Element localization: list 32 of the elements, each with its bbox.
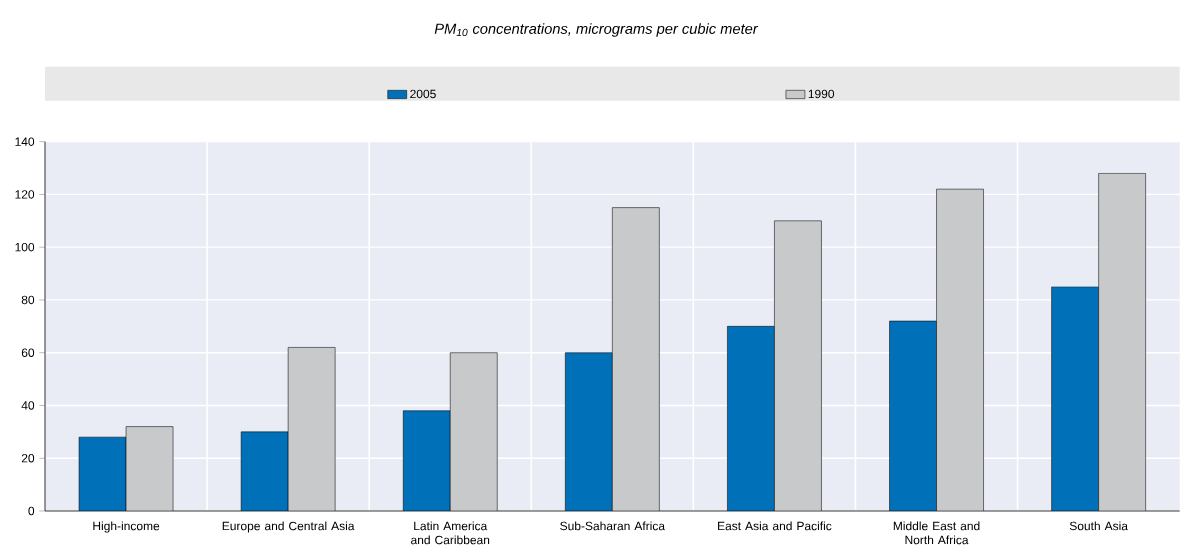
x-tick-label: East Asia and Pacific: [718, 521, 832, 531]
bar: [612, 207, 660, 511]
x-tick-label: High-income: [93, 521, 160, 533]
bar: [565, 352, 613, 511]
x-tick-label: South Asia: [1069, 521, 1128, 531]
y-tick-label: 20: [21, 453, 35, 463]
legend-label: 2005: [410, 89, 436, 99]
bar: [402, 410, 451, 511]
y-tick-label: 0: [28, 506, 35, 516]
bar: [889, 320, 937, 511]
bar: [1098, 173, 1146, 511]
y-tick-label: 80: [21, 295, 35, 305]
bar: [727, 326, 775, 511]
x-tick-label: Middle East and North Africa: [893, 521, 980, 545]
bar: [287, 347, 336, 511]
bar: [774, 220, 822, 511]
y-tick-label: 120: [15, 190, 35, 199]
x-tick-label: Europe and Central Asia: [222, 521, 355, 533]
bar: [125, 426, 174, 511]
bar: [1051, 286, 1099, 511]
x-tick-label: Latin America and Caribbean: [411, 521, 490, 545]
bar: [240, 431, 289, 511]
x-tick-label: Sub-Saharan Africa: [560, 521, 666, 531]
y-tick-label: 140: [15, 137, 35, 146]
legend-label: 1990: [808, 89, 835, 99]
chart-title: PM$_{10}$ concentrations, micrograms per cubic meter: [434, 23, 759, 37]
y-tick-label: 100: [15, 242, 35, 252]
y-tick-label: 60: [21, 348, 35, 357]
bar: [78, 436, 127, 511]
bar: [449, 352, 498, 511]
y-tick-label: 40: [21, 401, 35, 410]
bar: [936, 188, 984, 511]
